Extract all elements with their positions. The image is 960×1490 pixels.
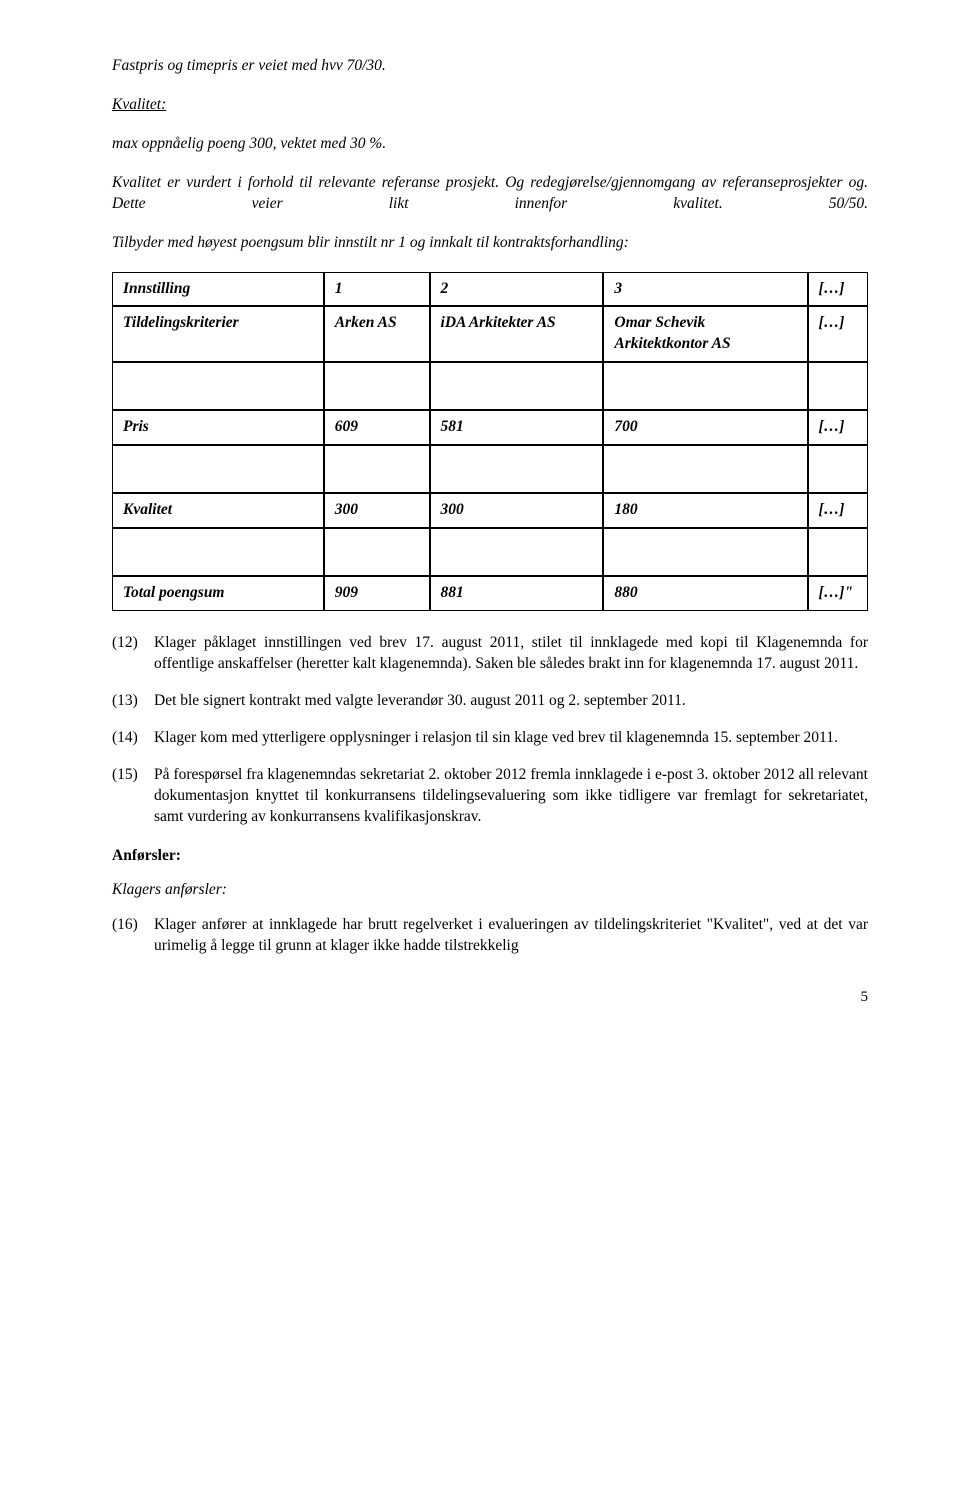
cell: 2 xyxy=(430,272,604,307)
cell: 180 xyxy=(603,493,807,528)
heading-anforsler: Anførsler: xyxy=(112,846,868,867)
cell: 300 xyxy=(324,493,430,528)
cell: 700 xyxy=(603,410,807,445)
cell-kvalitet-label: Kvalitet xyxy=(112,493,324,528)
cell: […] xyxy=(808,493,868,528)
cell: […] xyxy=(808,410,868,445)
cell: 880 xyxy=(603,576,807,611)
cell-total-label: Total poengsum xyxy=(112,576,324,611)
table-spacer-row xyxy=(112,445,868,493)
item-text-14: Klager kom med ytterligere opplysninger … xyxy=(154,728,868,749)
cell: 909 xyxy=(324,576,430,611)
cell: […] xyxy=(808,272,868,307)
item-marker-14: (14) xyxy=(112,728,154,749)
intro-p1: Fastpris og timepris er veiet med hvv 70… xyxy=(112,56,868,77)
intro-p3: max oppnåelig poeng 300, vektet med 30 %… xyxy=(112,134,868,155)
item-marker-13: (13) xyxy=(112,691,154,712)
table-row: Pris 609 581 700 […] xyxy=(112,410,868,445)
cell: 881 xyxy=(430,576,604,611)
cell: 581 xyxy=(430,410,604,445)
table-spacer-row xyxy=(112,528,868,576)
cell: 3 xyxy=(603,272,807,307)
table-row: Kvalitet 300 300 180 […] xyxy=(112,493,868,528)
item-marker-12: (12) xyxy=(112,633,154,675)
list-item: (13) Det ble signert kontrakt med valgte… xyxy=(112,691,868,712)
list-item: (15) På forespørsel fra klagenemndas sek… xyxy=(112,765,868,828)
cell-kriterier-label: Tildelingskriterier xyxy=(112,306,324,362)
intro-p5: Tilbyder med høyest poengsum blir innsti… xyxy=(112,233,868,254)
item-marker-15: (15) xyxy=(112,765,154,828)
cell: Omar Schevik Arkitektkontor AS xyxy=(603,306,807,362)
list-item: (16) Klager anfører at innklagede har br… xyxy=(112,915,868,957)
cell-innstilling-label: Innstilling xyxy=(112,272,324,307)
cell: Arken AS xyxy=(324,306,430,362)
list-item: (12) Klager påklaget innstillingen ved b… xyxy=(112,633,868,675)
cell-pris-label: Pris xyxy=(112,410,324,445)
cell: […]" xyxy=(808,576,868,611)
page-number: 5 xyxy=(112,987,868,1007)
cell: 609 xyxy=(324,410,430,445)
item-text-15: På forespørsel fra klagenemndas sekretar… xyxy=(154,765,868,828)
item-text-16: Klager anfører at innklagede har brutt r… xyxy=(154,915,868,957)
item-text-13: Det ble signert kontrakt med valgte leve… xyxy=(154,691,868,712)
cell: 300 xyxy=(430,493,604,528)
table-row: Innstilling 1 2 3 […] xyxy=(112,272,868,307)
item-marker-16: (16) xyxy=(112,915,154,957)
cell: iDA Arkitekter AS xyxy=(430,306,604,362)
cell: 1 xyxy=(324,272,430,307)
table-row: Tildelingskriterier Arken AS iDA Arkitek… xyxy=(112,306,868,362)
heading-klagers: Klagers anførsler: xyxy=(112,880,868,901)
cell: […] xyxy=(808,306,868,362)
list-item: (14) Klager kom med ytterligere opplysni… xyxy=(112,728,868,749)
intro-p4: Kvalitet er vurdert i forhold til releva… xyxy=(112,173,868,215)
intro-p2-heading: Kvalitet: xyxy=(112,95,868,116)
table-spacer-row xyxy=(112,362,868,410)
item-text-12: Klager påklaget innstillingen ved brev 1… xyxy=(154,633,868,675)
table-row: Total poengsum 909 881 880 […]" xyxy=(112,576,868,611)
scoring-table: Innstilling 1 2 3 […] Tildelingskriterie… xyxy=(112,272,868,612)
